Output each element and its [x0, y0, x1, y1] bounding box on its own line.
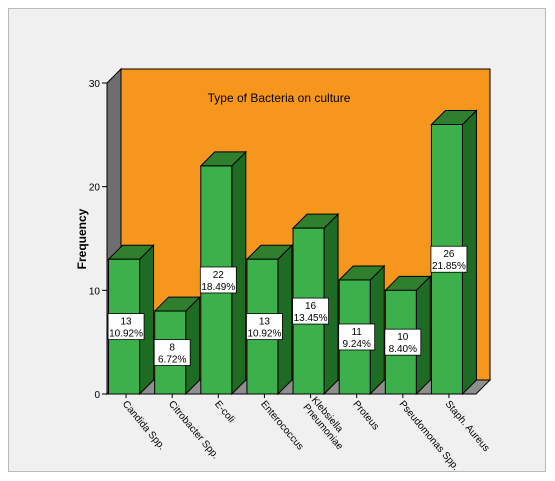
data-label-percent: 8.40%: [389, 344, 417, 355]
data-label-percent: 21.85%: [432, 261, 466, 272]
data-label-count: 22: [213, 270, 225, 281]
data-label-box: [153, 339, 191, 366]
y-tick-label: 30: [89, 79, 101, 90]
chart-title: Type of Bacteria on culture: [208, 91, 351, 105]
data-label-percent: 18.49%: [201, 282, 235, 293]
data-label-percent: 13.45%: [294, 313, 328, 324]
data-label-count: 16: [305, 301, 317, 312]
data-label-percent: 10.92%: [109, 329, 143, 340]
y-tick-label: 20: [89, 183, 101, 194]
data-label: 108.40%: [384, 328, 422, 356]
data-label-count: 13: [259, 317, 271, 328]
y-axis: 0 10 20 30: [89, 79, 108, 401]
category-label: Proteus: [350, 399, 381, 432]
data-label-percent: 9.24%: [343, 339, 371, 350]
y-axis-label: Frequency: [75, 208, 89, 269]
data-label-box: [430, 245, 468, 273]
data-label: 86.72%: [153, 339, 191, 366]
y-tick-label: 10: [89, 286, 101, 297]
data-label-box: [338, 323, 376, 351]
data-label-box: [384, 328, 422, 356]
data-label-box: [107, 313, 145, 341]
category-label: Citrobacter Spp.: [166, 399, 221, 461]
y-tick-label: 0: [94, 390, 100, 401]
data-label-percent: 10.92%: [247, 329, 281, 340]
category-label: Staph. Aureus: [443, 399, 492, 454]
data-label: 119.24%: [338, 323, 376, 351]
data-label-box: [199, 266, 237, 294]
data-label-count: 13: [121, 317, 133, 328]
chart-frame: 0 10 20 30 Type of Bacteria on culture Freq…: [8, 8, 546, 473]
bar-chart: 0 10 20 30 Type of Bacteria on culture Freq…: [75, 67, 492, 473]
category-label: KlebsiellaPneumoniae: [300, 395, 353, 452]
category-label: E-coli: [212, 399, 237, 425]
data-label-percent: 6.72%: [158, 355, 186, 366]
data-label-count: 26: [443, 249, 455, 260]
data-label-count: 11: [351, 327, 362, 338]
category-label: Candida Spp.: [120, 399, 167, 453]
data-label-box: [246, 313, 283, 341]
category-labels-group: Candida Spp.Citrobacter Spp.E-coli Entero…: [120, 394, 492, 473]
data-labels-group: 1310.92%86.72%2218.49%1310.92%1613.45%11…: [107, 245, 468, 366]
data-label-box: [292, 297, 329, 325]
data-label-count: 10: [397, 332, 409, 343]
data-label-count: 8: [169, 343, 175, 354]
category-label: Enterococcus: [258, 399, 305, 452]
